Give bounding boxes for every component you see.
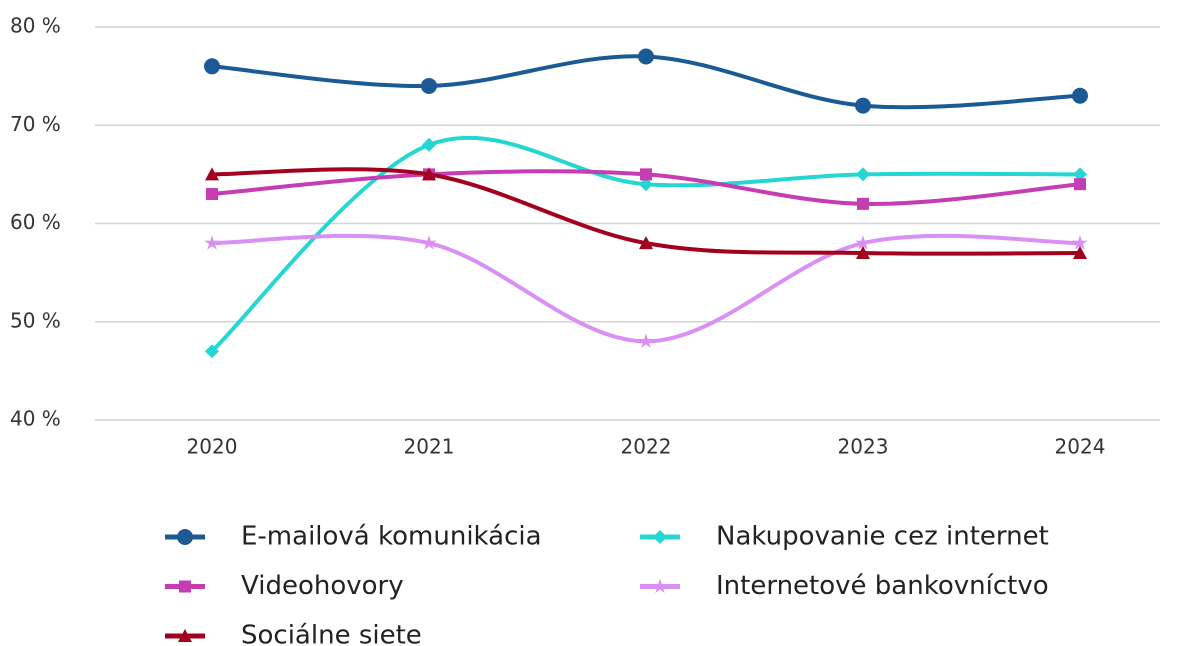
data-point [1074,178,1086,191]
data-point [421,77,437,94]
data-point [639,236,653,250]
y-tick-label: 70 % [10,112,61,136]
legend-label: E-mailová komunikácia [241,522,542,552]
data-point [857,197,869,210]
data-point [205,167,219,181]
x-tick-label: 2024 [1055,435,1106,459]
data-point [856,245,870,259]
legend-marker [653,530,667,544]
data-point [639,177,653,192]
data-point [855,97,871,114]
y-tick-label: 50 % [10,308,61,332]
y-tick-label: 40 % [10,407,61,431]
data-point [638,333,654,348]
legend-label: Internetové bankovníctvo [716,571,1049,601]
y-tick-label: 60 % [10,210,61,234]
data-point [1072,235,1088,250]
legend-marker [179,580,191,593]
x-tick-label: 2020 [187,435,238,459]
legend-label: Sociálne siete [241,621,422,646]
data-point [204,235,220,250]
x-tick-label: 2023 [838,435,889,459]
data-point [422,137,436,152]
legend-label: Nakupovanie cez internet [716,522,1049,552]
data-point [422,167,436,181]
legend-marker [178,629,192,642]
data-point [421,235,437,250]
data-point [1072,87,1088,104]
data-point [855,235,871,250]
data-point [1073,245,1087,259]
legend-label: Videohovory [241,571,404,601]
data-point [205,344,219,359]
series-line [210,135,1081,353]
legend-marker [652,578,668,593]
data-point [640,168,652,181]
data-point [638,48,654,65]
y-tick-label: 80 % [10,14,61,38]
data-point [856,167,870,182]
x-tick-label: 2022 [621,435,672,459]
legend-marker [177,529,193,545]
data-point [204,58,220,75]
x-tick-label: 2021 [404,435,455,459]
data-point [206,188,218,201]
data-point [1073,167,1087,182]
